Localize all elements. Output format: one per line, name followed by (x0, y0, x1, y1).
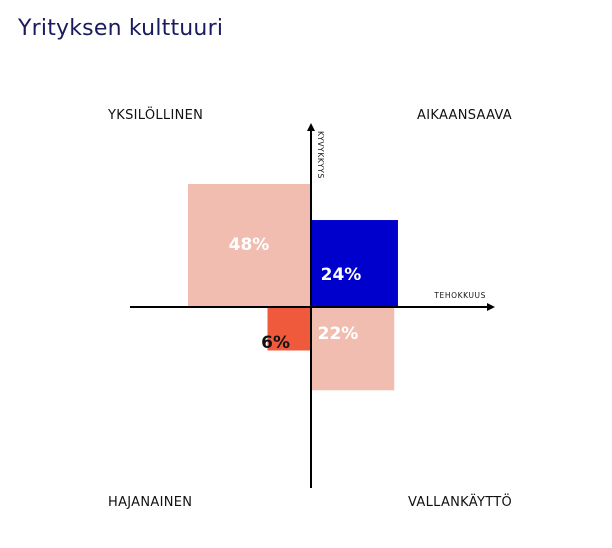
bar-top-right (311, 220, 398, 307)
value-label-top-left: 48% (229, 235, 270, 255)
quadrant-label-top-right: AIKAANSAAVA (417, 108, 512, 123)
page-title: Yrityksen kulttuuri (18, 16, 224, 41)
quadrant-label-top-left: YKSILÖLLINEN (107, 106, 203, 123)
x-axis-label: TEHOKKUUS (433, 291, 486, 300)
bar-top-left (188, 184, 311, 307)
value-label-bottom-right: 22% (318, 324, 359, 344)
value-label-top-right: 24% (321, 265, 362, 285)
quadrant-label-bottom-left: HAJANAINEN (108, 495, 192, 510)
bar-bottom-right (311, 307, 395, 391)
quadrant-label-bottom-right: VALLANKÄYTTÖ (408, 493, 512, 510)
bar-bottom-left (267, 307, 311, 351)
y-axis-label: KYVYKKYYS (316, 131, 325, 179)
value-label-bottom-left: 6% (261, 333, 290, 353)
